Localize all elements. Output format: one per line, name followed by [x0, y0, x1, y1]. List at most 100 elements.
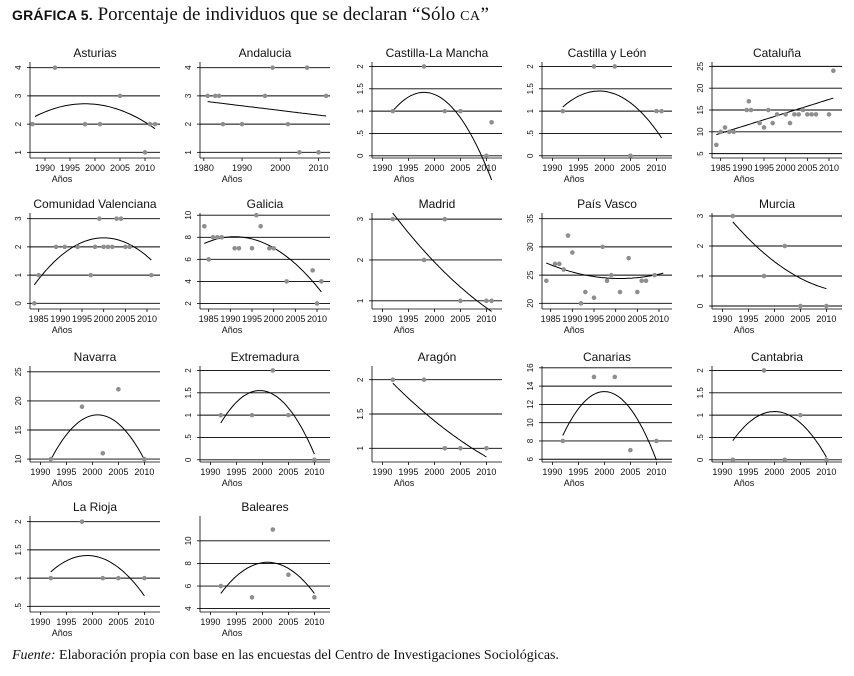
- x-axis-label: Años: [394, 325, 415, 335]
- data-point: [236, 246, 242, 251]
- data-point: [591, 374, 597, 380]
- x-tick-label: 2005: [108, 617, 128, 627]
- y-tick-label: 1.5: [696, 387, 705, 399]
- x-axis-label: Años: [734, 478, 755, 488]
- y-tick-label: .5: [696, 434, 705, 441]
- data-point: [458, 108, 463, 114]
- x-tick-label: 2010: [304, 617, 324, 627]
- x-tick-label: 1990: [562, 314, 582, 324]
- source-note: Fuente: Elaboración propia con base en l…: [12, 648, 559, 664]
- data-point: [48, 456, 54, 462]
- y-tick-label: 12: [526, 399, 535, 408]
- data-point: [565, 233, 571, 238]
- data-point: [270, 527, 276, 532]
- data-point: [744, 107, 749, 113]
- data-point: [652, 272, 657, 278]
- y-tick-label: 0: [14, 301, 23, 306]
- x-tick-label: 1990: [542, 163, 562, 173]
- x-tick-label: 2005: [450, 163, 470, 173]
- data-point: [285, 121, 291, 127]
- y-tick-label: 6: [184, 583, 193, 588]
- data-point: [421, 64, 427, 69]
- x-tick-label: 1995: [398, 314, 418, 324]
- panel-title: Castilla-La Mancha: [386, 46, 489, 60]
- x-tick-label: 1995: [56, 467, 76, 477]
- x-tick-label: 1990: [732, 163, 752, 173]
- data-point: [249, 246, 255, 251]
- data-point: [216, 93, 222, 99]
- panel-andalucia: Andalucia 1 2 3 4 1980 1990 2000 2010 Años: [184, 46, 330, 184]
- x-axis-label: Años: [222, 478, 243, 488]
- data-point: [792, 112, 797, 117]
- x-tick-label: 2010: [819, 163, 839, 173]
- panel-madrid: Madrid 1 2 3 1990 1995 2000 2005 2010 Años: [356, 197, 502, 335]
- x-tick-label: 2005: [278, 617, 298, 627]
- data-point: [421, 257, 427, 263]
- x-axis-label: Años: [734, 174, 755, 184]
- fit-curve: [33, 237, 152, 286]
- y-tick-label: 10: [526, 418, 535, 427]
- source-label: Fuente:: [12, 648, 56, 663]
- panel-cantabria: Cantabria 0 .5 1 1.5 2 1990 1995 2000 2005 2010 Año…: [696, 350, 842, 488]
- x-tick-label: 2000: [94, 314, 114, 324]
- x-axis-label: Años: [52, 628, 73, 638]
- x-tick-label: 2000: [764, 314, 784, 324]
- panel-title: Castilla y León: [568, 46, 647, 60]
- x-tick-label: 2005: [797, 163, 817, 173]
- y-tick-label: 0: [696, 303, 705, 308]
- data-point: [30, 121, 35, 127]
- y-tick-label: 16: [526, 363, 535, 372]
- y-tick-label: 1: [14, 575, 23, 580]
- data-point: [117, 93, 123, 99]
- y-tick-label: 1: [696, 412, 705, 417]
- data-point: [316, 150, 321, 155]
- x-tick-label: 2010: [134, 617, 154, 627]
- data-point: [267, 246, 272, 251]
- x-tick-label: 1990: [542, 467, 562, 477]
- data-point: [654, 108, 659, 114]
- data-point: [560, 438, 566, 444]
- figure-title-text: Porcentaje de individuos que se declaran…: [97, 4, 461, 25]
- y-tick-label: 15: [696, 105, 705, 114]
- data-point: [100, 450, 106, 456]
- x-tick-label: 1995: [226, 467, 246, 477]
- data-point: [79, 404, 85, 410]
- panel-title: Comunidad Valenciana: [33, 197, 157, 211]
- data-point: [249, 595, 255, 600]
- panel-title: Murcia: [759, 197, 795, 211]
- data-point: [544, 278, 549, 284]
- x-tick-label: 1995: [738, 314, 758, 324]
- data-point: [142, 150, 148, 155]
- y-tick-label: 0: [184, 457, 193, 462]
- fit-curve: [392, 212, 492, 312]
- y-tick-label: 2: [526, 64, 535, 69]
- data-point: [97, 121, 103, 127]
- data-point: [271, 246, 276, 251]
- data-point: [101, 244, 106, 250]
- x-tick-label: 1985: [541, 314, 561, 324]
- fit-curve: [562, 391, 657, 461]
- panel-asturias: Asturias 1 2 3 4 1990 1995 2000 2005 2010 Años: [14, 46, 160, 184]
- data-point: [32, 301, 37, 306]
- y-tick-label: 1: [184, 150, 193, 155]
- x-tick-label: 2000: [764, 467, 784, 477]
- data-point: [761, 273, 767, 279]
- fit-curve: [732, 221, 827, 290]
- x-tick-label: 2005: [110, 163, 130, 173]
- data-point: [284, 279, 289, 284]
- data-point: [626, 255, 631, 261]
- y-tick-label: 2: [14, 519, 23, 524]
- x-tick-label: 2000: [252, 617, 272, 627]
- y-tick-label: 4: [184, 279, 193, 284]
- x-tick-label: 2000: [252, 467, 272, 477]
- x-tick-label: 2000: [82, 617, 102, 627]
- data-point: [591, 64, 597, 69]
- data-point: [796, 112, 801, 117]
- source-text: Elaboración propia con base en las encue…: [59, 648, 559, 663]
- data-point: [489, 119, 494, 125]
- x-tick-label: 1995: [568, 467, 588, 477]
- y-tick-label: 3: [696, 213, 705, 218]
- fit-curve: [392, 91, 493, 181]
- x-tick-label: 1990: [30, 467, 50, 477]
- y-tick-label: 1.5: [356, 83, 365, 95]
